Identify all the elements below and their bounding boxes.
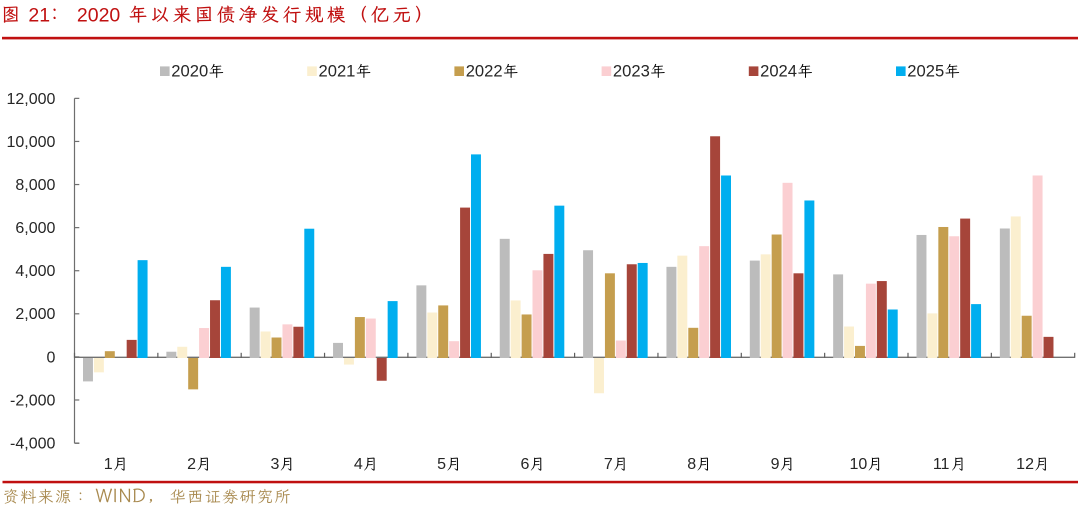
svg-text:3: 3 — [270, 456, 279, 473]
svg-text:2: 2 — [187, 456, 196, 473]
svg-text:2023: 2023 — [613, 61, 650, 80]
svg-text:8,000: 8,000 — [15, 177, 55, 194]
svg-text:2025: 2025 — [907, 61, 944, 80]
svg-text:10,000: 10,000 — [6, 134, 55, 151]
svg-text:2020: 2020 — [171, 61, 208, 80]
svg-text:12: 12 — [1016, 456, 1034, 473]
svg-text:12,000: 12,000 — [6, 91, 55, 108]
svg-text:2020: 2020 — [77, 5, 121, 27]
svg-text:-4,000: -4,000 — [10, 435, 55, 452]
svg-text:5: 5 — [437, 456, 446, 473]
svg-text:2024: 2024 — [760, 61, 797, 80]
svg-text:11: 11 — [933, 456, 950, 473]
svg-text:6: 6 — [521, 456, 530, 473]
svg-text:4: 4 — [354, 456, 363, 473]
svg-text:2022: 2022 — [466, 61, 503, 80]
svg-text:4,000: 4,000 — [15, 263, 55, 280]
svg-text:2021: 2021 — [319, 61, 356, 80]
svg-text:8: 8 — [687, 456, 696, 473]
svg-text:6,000: 6,000 — [15, 220, 55, 237]
svg-text:21: 21 — [28, 5, 50, 27]
svg-text:1: 1 — [104, 456, 113, 473]
svg-text:9: 9 — [771, 456, 780, 473]
svg-text:2,000: 2,000 — [15, 306, 55, 323]
svg-text:-2,000: -2,000 — [10, 392, 55, 409]
svg-text:0: 0 — [46, 349, 55, 366]
svg-text:7: 7 — [604, 456, 613, 473]
svg-text:10: 10 — [849, 456, 867, 473]
